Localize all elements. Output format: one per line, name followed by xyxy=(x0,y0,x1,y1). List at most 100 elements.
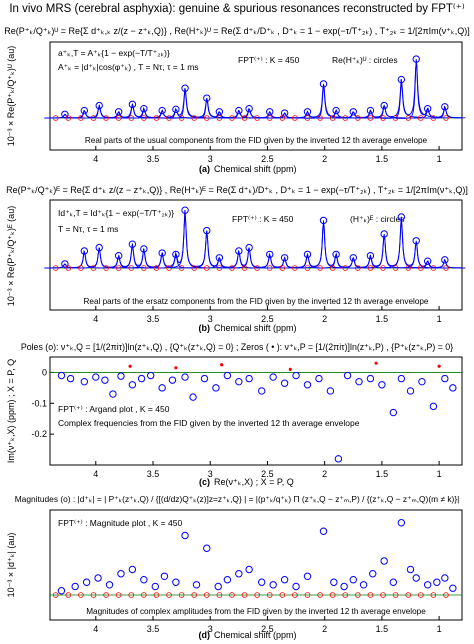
baseline-ring xyxy=(317,265,323,271)
magnitude-marker xyxy=(303,572,312,580)
magnitude-marker xyxy=(160,572,169,580)
panel-a-caption-inside: Real parts of the usual components from … xyxy=(85,136,428,145)
baseline-ring xyxy=(304,115,311,121)
baseline-ring xyxy=(115,265,122,271)
pole-marker xyxy=(158,384,166,392)
baseline-ring xyxy=(430,265,437,271)
pole-marker xyxy=(389,408,398,417)
peak-circle xyxy=(319,216,328,225)
baseline-ring xyxy=(203,592,210,598)
pole-marker xyxy=(441,374,449,383)
peak-circle xyxy=(441,256,449,264)
peak-circle xyxy=(349,254,357,262)
x-tick-label: 2 xyxy=(322,469,327,479)
peak-circle xyxy=(397,213,406,221)
figure-title: In vivo MRS (cerebral asphyxia): genuine… xyxy=(9,2,464,15)
x-tick-label: 4 xyxy=(93,154,98,164)
magnitude-marker xyxy=(181,531,189,540)
panel-b-annotation-4: (H⁺ₖ)ᴱ : circles xyxy=(350,214,405,224)
panel-a-annotation-2: A⁺ₖ = |d⁺ₖ|cos(φ⁺ₖ) , T = Nτ, τ = 1 ms xyxy=(58,62,199,72)
baseline-ring xyxy=(329,592,336,598)
magnitude-marker xyxy=(269,581,277,589)
baseline-ring xyxy=(292,265,298,271)
zero-marker xyxy=(174,366,178,370)
baseline-ring xyxy=(203,265,210,271)
pole-marker xyxy=(137,374,146,383)
panel-b-formula: Re(P⁺ₖ/Q⁺ₖ)ᴱ = Re{Σ d⁺ₖ z/(z − z⁺ₖ,Q)} ,… xyxy=(6,185,468,195)
peak-circle xyxy=(172,105,180,114)
baseline-ring xyxy=(279,592,286,598)
pole-marker xyxy=(406,387,415,395)
baseline-ring xyxy=(52,115,59,121)
baseline-ring xyxy=(90,592,97,598)
magnitude-marker xyxy=(412,574,420,582)
baseline-ring xyxy=(417,265,424,271)
baseline-ring xyxy=(443,265,449,271)
magnitude-marker xyxy=(172,578,180,586)
pole-marker xyxy=(189,393,197,401)
peak-circle xyxy=(441,103,449,111)
baseline-ring xyxy=(266,115,273,121)
peak-circle xyxy=(95,101,103,110)
peak-circle xyxy=(303,250,312,259)
panel-c-marks xyxy=(50,361,462,463)
baseline-ring xyxy=(254,115,260,121)
baseline-ring xyxy=(380,265,386,271)
baseline-ring xyxy=(443,592,449,598)
baseline-ring xyxy=(317,592,323,598)
peak-circle xyxy=(303,108,312,116)
total-spectrum xyxy=(50,64,462,119)
magnitude-marker xyxy=(406,565,415,574)
panel-b-ylabel: 10⁻³ × Re(P⁺ₖ/Q⁺ₖ)ᴱ (au) xyxy=(6,206,16,306)
peak-circle xyxy=(423,257,432,265)
panel-a-annotation-3: FPT⁽⁺⁾ : K = 450 xyxy=(238,55,300,65)
baseline-ring xyxy=(191,592,198,598)
x-tick-label: 1 xyxy=(437,154,442,164)
baseline-ring xyxy=(355,115,361,121)
magnitude-marker xyxy=(369,570,377,578)
panel-a-panel-label: (a) xyxy=(199,164,210,174)
panel-b: Re(P⁺ₖ/Q⁺ₖ)ᴱ = Re{Σ d⁺ₖ z/(z − z⁺ₖ,Q)} ,… xyxy=(6,185,468,333)
x-tick-label: 3.5 xyxy=(147,154,160,164)
baseline-ring xyxy=(78,592,84,598)
magnitude-marker xyxy=(389,578,398,586)
zero-marker xyxy=(128,364,132,368)
baseline-ring xyxy=(430,115,437,121)
baseline-ring xyxy=(405,592,412,598)
panel-d-panel-label: (d) xyxy=(199,630,211,640)
peak-circle xyxy=(380,230,388,238)
baseline-ring xyxy=(254,265,260,271)
baseline-ring xyxy=(443,115,449,121)
panel-a-marks xyxy=(44,55,466,121)
baseline-ring xyxy=(430,592,437,598)
pole-marker xyxy=(449,384,457,392)
baseline-ring xyxy=(392,592,399,598)
baseline-ring xyxy=(380,592,386,598)
panel-d: Magnitudes (o) : |d⁺ₖ| = | P⁺ₖ(z⁺ₖ,Q) / … xyxy=(6,494,463,640)
panel-b-annotation-3: FPT⁽⁺⁾ : K = 450 xyxy=(232,214,294,224)
panel-d-xlabel: Chemical shift (ppm) xyxy=(214,630,297,640)
panel-b-caption-inside: Real parts of the ersatz components from… xyxy=(84,297,429,306)
x-tick-label: 1.5 xyxy=(376,314,389,324)
baseline-ring xyxy=(266,592,273,598)
x-tick-label: 3.5 xyxy=(147,314,160,324)
x-tick-label: 1.5 xyxy=(376,469,389,479)
panel-a-frame xyxy=(49,41,463,151)
baseline-ring xyxy=(103,265,109,271)
x-tick-label: 2.5 xyxy=(261,154,274,164)
pole-marker xyxy=(378,381,386,389)
peak-circle xyxy=(423,105,432,113)
pole-marker xyxy=(168,376,177,384)
magnitude-marker xyxy=(258,578,266,586)
peak-circle xyxy=(280,254,289,262)
baseline-ring xyxy=(405,265,412,271)
pole-marker xyxy=(429,402,438,411)
pole-marker xyxy=(326,387,335,395)
baseline-ring xyxy=(254,592,260,598)
panel-c-panel-label: (c) xyxy=(199,477,210,487)
x-tick-label: 4 xyxy=(93,469,98,479)
baseline-ring xyxy=(141,592,147,598)
x-tick-label: 2.5 xyxy=(261,314,274,324)
peak-circle xyxy=(114,252,123,260)
magnitude-marker xyxy=(71,582,79,591)
